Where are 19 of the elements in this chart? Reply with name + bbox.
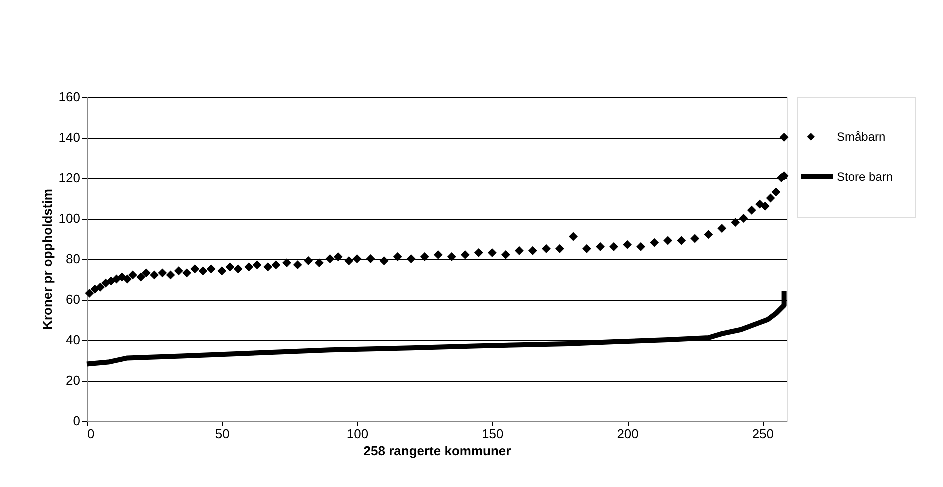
x-tick-label: 50 (215, 426, 230, 442)
x-tick-label: 100 (346, 426, 369, 442)
y-tick-label: 100 (58, 211, 80, 226)
y-tick-label: 160 (58, 90, 80, 104)
x-tick-label: 250 (752, 426, 774, 442)
y-tick-label: 40 (66, 332, 80, 348)
y-axis-title: Kroner pr oppholdstim (40, 189, 55, 330)
y-tick-label: 120 (58, 170, 80, 186)
y-tick-label: 80 (66, 252, 80, 266)
y-tick-label: 140 (58, 130, 80, 145)
x-axis-title: 258 rangerte kommuner (364, 444, 512, 458)
legend-label: Småbarn (837, 130, 886, 144)
x-tick-label: 150 (482, 426, 504, 442)
y-tick-label: 0 (73, 414, 80, 428)
y-tick-label: 60 (66, 292, 80, 307)
x-tick-label: 200 (617, 426, 639, 442)
x-tick-label: 0 (88, 426, 95, 442)
y-tick-label: 20 (66, 373, 80, 388)
legend-label: Store barn (837, 170, 894, 184)
